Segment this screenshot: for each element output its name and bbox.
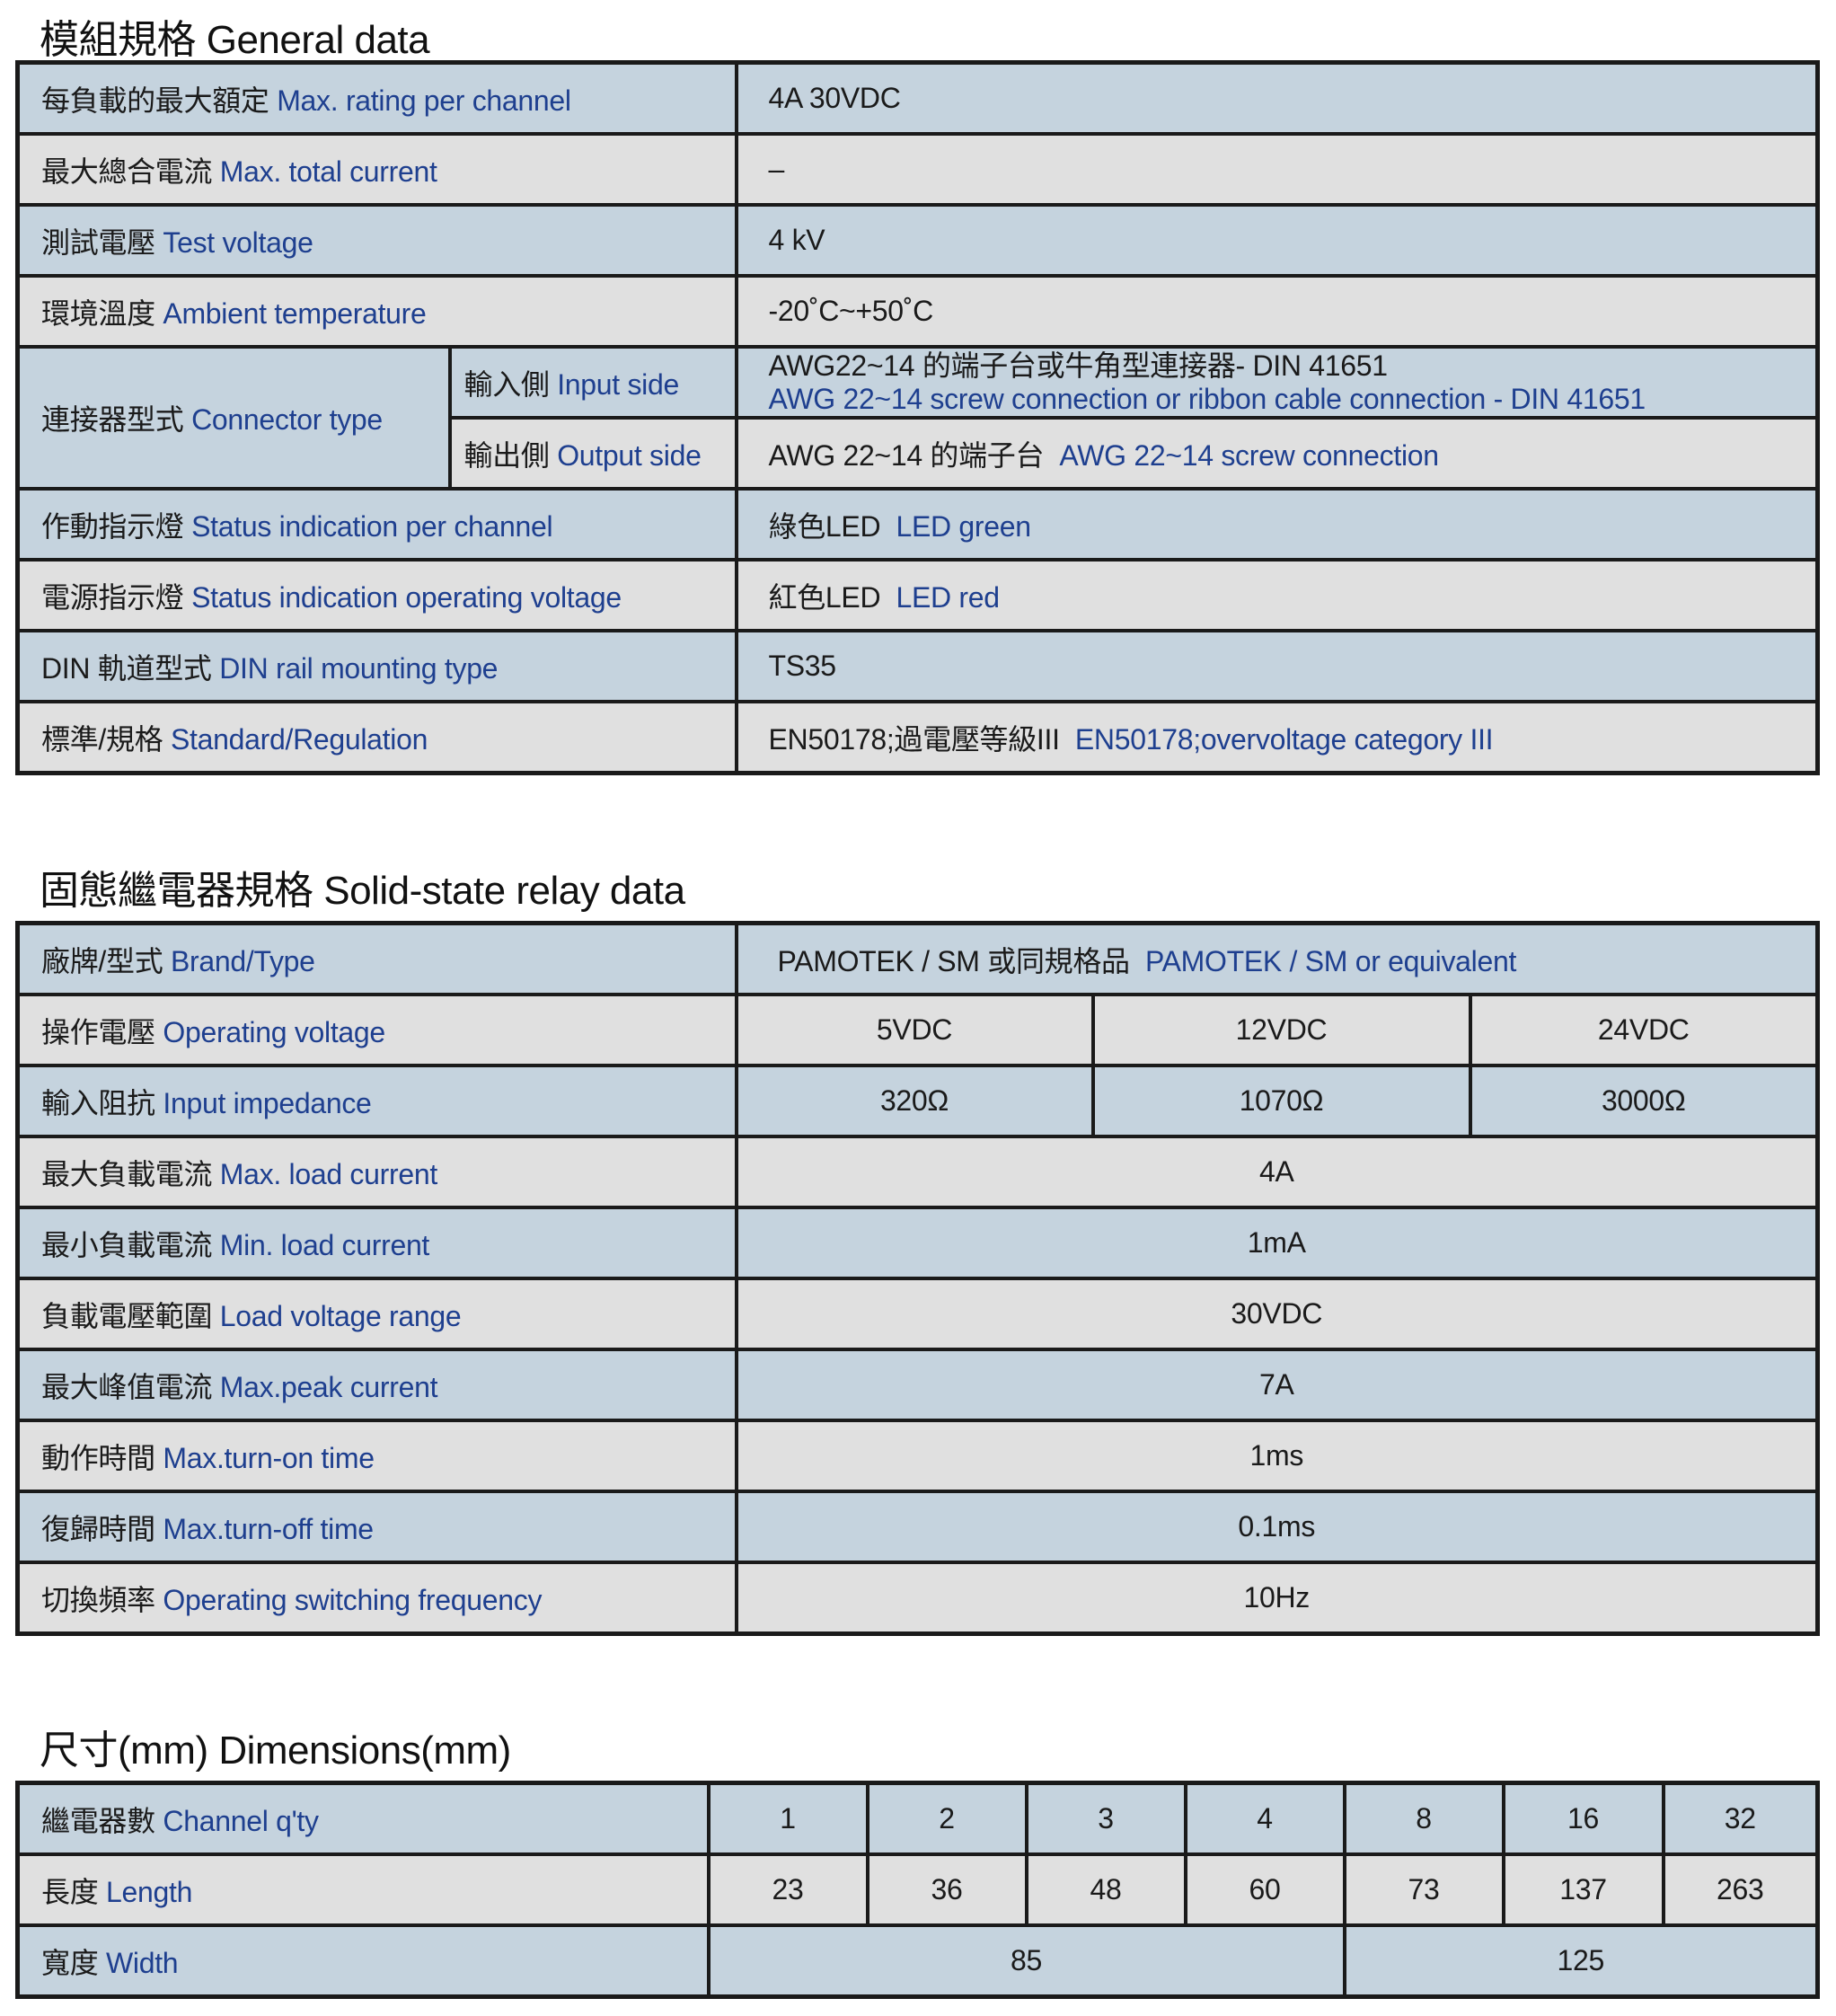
channel-value: 4: [1183, 1781, 1346, 1856]
row-label: 最大負載電流 Max. load current: [15, 1135, 738, 1209]
table-row: 操作電壓 Operating voltage 5VDC 12VDC 24VDC: [15, 993, 1820, 1067]
row-label: 長度 Length: [15, 1852, 711, 1927]
row-value: 4A 30VDC: [734, 60, 1820, 136]
general-data-table: 每負載的最大額定 Max. rating per channel 4A 30VD…: [15, 60, 1820, 775]
row-value: 7A: [734, 1348, 1820, 1422]
section-title-ssr: 固態繼電器規格 Solid-state relay data: [40, 869, 685, 913]
table-row: 復歸時間 Max.turn-off time 0.1ms: [15, 1490, 1820, 1564]
row-label: 繼電器數 Channel q'ty: [15, 1781, 711, 1856]
table-row: 電源指示燈 Status indication operating voltag…: [15, 558, 1820, 632]
table-row: 測試電壓 Test voltage 4 kV: [15, 203, 1820, 278]
table-row: 標準/規格 Standard/Regulation EN50178;過電壓等級I…: [15, 700, 1820, 775]
table-row: 輸出側 Output side AWG 22~14 的端子台 AWG 22~14…: [17, 416, 1820, 491]
impedance-value: 1070Ω: [1090, 1064, 1472, 1138]
table-row: 連接器型式 Connector type 輸入側 Input side AWG2…: [15, 345, 1820, 491]
length-value: 36: [865, 1852, 1028, 1927]
row-value: 0.1ms: [734, 1490, 1820, 1564]
row-label: 標準/規格 Standard/Regulation: [15, 700, 738, 775]
table-row: 負載電壓範圍 Load voltage range 30VDC: [15, 1277, 1820, 1351]
channel-value: 3: [1024, 1781, 1187, 1856]
ssr-data-table: 廠牌/型式 Brand/Type PAMOTEK / SM 或同規格品 PAMO…: [15, 921, 1820, 1636]
width-value: 85: [706, 1923, 1346, 1999]
table-row: 輸入阻抗 Input impedance 320Ω 1070Ω 3000Ω: [15, 1064, 1820, 1138]
table-row: 長度 Length 23 36 48 60 73 137 263: [15, 1852, 1820, 1927]
table-row: 最大負載電流 Max. load current 4A: [15, 1135, 1820, 1209]
row-label: 作動指示燈 Status indication per channel: [15, 487, 738, 561]
table-row: 環境溫度 Ambient temperature -20˚C~+50˚C: [15, 274, 1820, 349]
channel-value: 8: [1342, 1781, 1505, 1856]
impedance-value: 320Ω: [734, 1064, 1095, 1138]
row-label: 電源指示燈 Status indication operating voltag…: [15, 558, 738, 632]
row-label: 操作電壓 Operating voltage: [15, 993, 738, 1067]
width-value: 125: [1342, 1923, 1820, 1999]
row-value: –: [734, 132, 1820, 207]
output-side-label: 輸出側 Output side: [447, 416, 738, 491]
row-value: TS35: [734, 629, 1820, 703]
length-value: 73: [1342, 1852, 1505, 1927]
input-side-label: 輸入側 Input side: [447, 345, 738, 420]
row-label: DIN 軌道型式 DIN rail mounting type: [15, 629, 738, 703]
row-label: 測試電壓 Test voltage: [15, 203, 738, 278]
channel-value: 2: [865, 1781, 1028, 1856]
output-side-value: AWG 22~14 的端子台 AWG 22~14 screw connectio…: [734, 416, 1820, 491]
table-row: 繼電器數 Channel q'ty 1 2 3 4 8 16 32: [15, 1781, 1820, 1856]
row-value: -20˚C~+50˚C: [734, 274, 1820, 349]
table-row: 最大峰值電流 Max.peak current 7A: [15, 1348, 1820, 1422]
row-label: 切換頻率 Operating switching frequency: [15, 1561, 738, 1636]
row-label: 負載電壓範圍 Load voltage range: [15, 1277, 738, 1351]
row-value: 1mA: [734, 1206, 1820, 1280]
row-label: 寬度 Width: [15, 1923, 711, 1999]
table-row: 切換頻率 Operating switching frequency 10Hz: [15, 1561, 1820, 1636]
table-row: 最大總合電流 Max. total current –: [15, 132, 1820, 207]
voltage-value: 12VDC: [1090, 993, 1472, 1067]
row-label: 環境溫度 Ambient temperature: [15, 274, 738, 349]
length-value: 137: [1501, 1852, 1665, 1927]
voltage-value: 24VDC: [1468, 993, 1820, 1067]
length-value: 48: [1024, 1852, 1187, 1927]
channel-value: 1: [706, 1781, 869, 1856]
row-value: PAMOTEK / SM 或同規格品 PAMOTEK / SM or equiv…: [734, 921, 1820, 996]
table-row: 廠牌/型式 Brand/Type PAMOTEK / SM 或同規格品 PAMO…: [15, 921, 1820, 996]
voltage-value: 5VDC: [734, 993, 1095, 1067]
impedance-value: 3000Ω: [1468, 1064, 1820, 1138]
table-row: 最小負載電流 Min. load current 1mA: [15, 1206, 1820, 1280]
length-value: 60: [1183, 1852, 1346, 1927]
row-value: 10Hz: [734, 1561, 1820, 1636]
row-label: 輸入阻抗 Input impedance: [15, 1064, 738, 1138]
section-title-dimensions: 尺寸(mm) Dimensions(mm): [40, 1729, 511, 1773]
channel-value: 32: [1661, 1781, 1820, 1856]
input-side-value: AWG22~14 的端子台或牛角型連接器- DIN 41651 AWG 22~14…: [734, 345, 1820, 420]
row-value: EN50178;過電壓等級III EN50178;overvoltage cat…: [734, 700, 1820, 775]
row-label: 最大總合電流 Max. total current: [15, 132, 738, 207]
row-label: 動作時間 Max.turn-on time: [15, 1419, 738, 1493]
row-value: 紅色LED LED red: [734, 558, 1820, 632]
table-row: 寬度 Width 85 125: [15, 1923, 1820, 1999]
channel-value: 16: [1501, 1781, 1665, 1856]
length-value: 23: [706, 1852, 869, 1927]
row-label: 復歸時間 Max.turn-off time: [15, 1490, 738, 1564]
row-value: 30VDC: [734, 1277, 1820, 1351]
dimensions-table: 繼電器數 Channel q'ty 1 2 3 4 8 16 32 長度 Len…: [15, 1781, 1820, 1999]
row-label: 每負載的最大額定 Max. rating per channel: [15, 60, 738, 136]
row-label: 最大峰值電流 Max.peak current: [15, 1348, 738, 1422]
table-row: 每負載的最大額定 Max. rating per channel 4A 30VD…: [15, 60, 1820, 136]
row-value: 4A: [734, 1135, 1820, 1209]
section-title-general: 模組規格 General data: [40, 18, 430, 62]
row-label: 廠牌/型式 Brand/Type: [15, 921, 738, 996]
row-value: 4 kV: [734, 203, 1820, 278]
length-value: 263: [1661, 1852, 1820, 1927]
connector-type-label: 連接器型式 Connector type: [15, 345, 452, 491]
table-row: 作動指示燈 Status indication per channel 綠色LE…: [15, 487, 1820, 561]
row-value: 1ms: [734, 1419, 1820, 1493]
table-row: DIN 軌道型式 DIN rail mounting type TS35: [15, 629, 1820, 703]
table-row: 動作時間 Max.turn-on time 1ms: [15, 1419, 1820, 1493]
row-label: 最小負載電流 Min. load current: [15, 1206, 738, 1280]
row-value: 綠色LED LED green: [734, 487, 1820, 561]
